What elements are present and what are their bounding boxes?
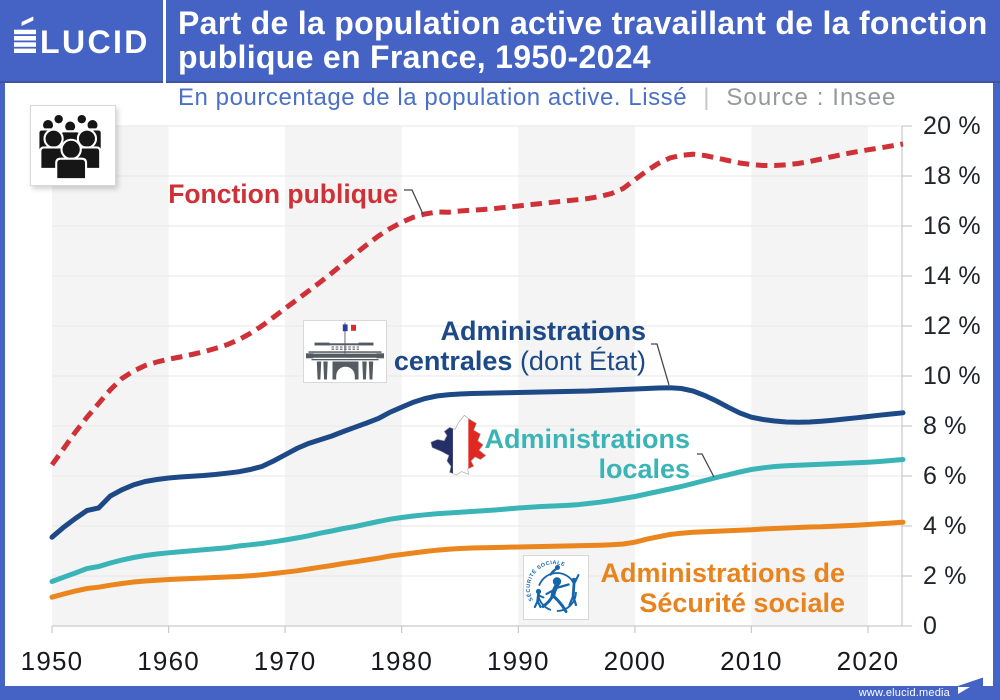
svg-text:1990: 1990	[487, 646, 550, 676]
svg-text:20 %: 20 %	[923, 112, 981, 140]
svg-text:Administrations: Administrations	[484, 424, 690, 454]
svg-text:2010: 2010	[720, 646, 783, 676]
svg-text:locales: locales	[598, 454, 690, 484]
svg-text:Administrations de: Administrations de	[600, 558, 845, 588]
svg-text:10 %: 10 %	[923, 362, 981, 390]
svg-text:12 %: 12 %	[923, 312, 981, 340]
svg-text:6 %: 6 %	[923, 462, 967, 490]
svg-text:2 %: 2 %	[923, 562, 967, 590]
svg-text:8 %: 8 %	[923, 412, 967, 440]
svg-text:centrales (dont État): centrales (dont État)	[394, 346, 646, 376]
svg-text:1960: 1960	[137, 646, 200, 676]
svg-text:2020: 2020	[837, 646, 900, 676]
svg-text:1950: 1950	[21, 646, 84, 676]
svg-text:Administrations: Administrations	[440, 316, 646, 346]
svg-text:2000: 2000	[604, 646, 667, 676]
svg-text:1980: 1980	[370, 646, 433, 676]
svg-text:Sécurité sociale: Sécurité sociale	[639, 588, 845, 618]
svg-text:1970: 1970	[254, 646, 317, 676]
svg-text:16 %: 16 %	[923, 212, 981, 240]
svg-text:LUCID: LUCID	[40, 24, 150, 60]
svg-text:0: 0	[923, 612, 937, 640]
svg-text:Fonction publique: Fonction publique	[168, 179, 398, 209]
svg-text:14 %: 14 %	[923, 262, 981, 290]
svg-text:18 %: 18 %	[923, 162, 981, 190]
svg-text:4 %: 4 %	[923, 512, 967, 540]
